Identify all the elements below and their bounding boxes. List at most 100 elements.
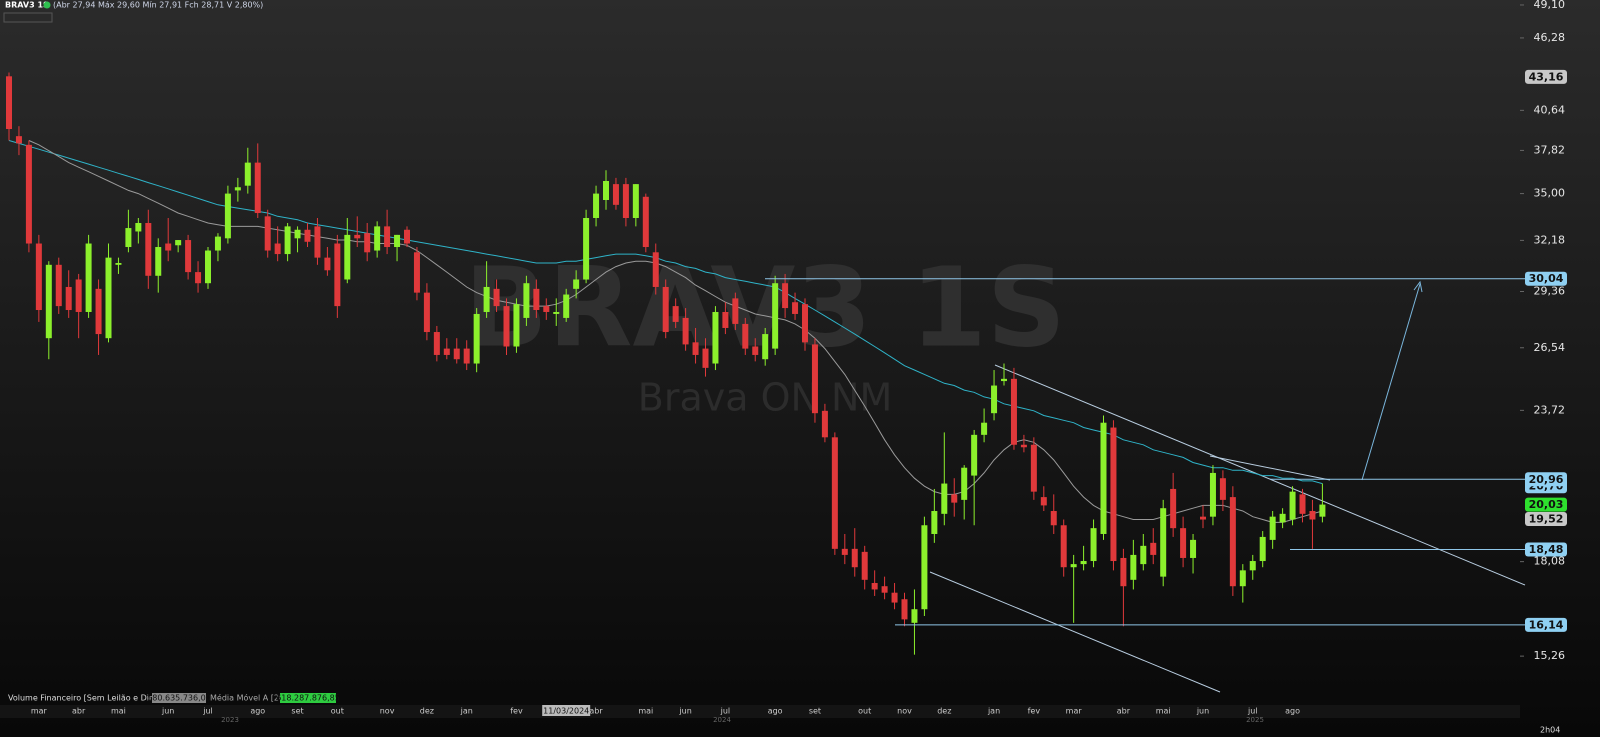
candle-body bbox=[1090, 528, 1097, 562]
price-tag bbox=[1525, 271, 1567, 286]
candle-body bbox=[125, 228, 132, 248]
price-tag bbox=[1525, 617, 1567, 632]
candle-body bbox=[234, 187, 241, 191]
symbol: BRAV3 1S bbox=[5, 1, 49, 10]
candle-body bbox=[1309, 511, 1316, 520]
candle-body bbox=[841, 548, 848, 555]
candle-body bbox=[75, 279, 82, 312]
candle-body bbox=[931, 511, 938, 534]
y-tick-label: 23,72 bbox=[1534, 403, 1566, 416]
candle-body bbox=[224, 193, 231, 239]
x-tick-label: ago bbox=[768, 707, 783, 716]
y-tick-label: 18,08 bbox=[1534, 555, 1566, 568]
candle-body bbox=[1060, 525, 1067, 568]
indicator-ma-box bbox=[280, 693, 336, 703]
trendline bbox=[1209, 455, 1331, 481]
candle-body bbox=[1299, 494, 1306, 514]
candle-body bbox=[831, 437, 838, 549]
candle-body bbox=[35, 243, 42, 311]
candle-body bbox=[503, 306, 510, 347]
candle-body bbox=[1010, 378, 1017, 445]
indicator-box bbox=[152, 693, 206, 703]
candle-body bbox=[453, 348, 460, 360]
x-tick-label: jul bbox=[1247, 707, 1258, 716]
candle-body bbox=[394, 234, 401, 248]
candle-body bbox=[1050, 511, 1057, 526]
candle-body bbox=[1170, 488, 1177, 529]
candle-body bbox=[871, 583, 878, 590]
candle-body bbox=[792, 302, 799, 314]
candle-body bbox=[951, 494, 958, 503]
y-tick-label: 29,36 bbox=[1534, 284, 1566, 297]
year-label: 2023 bbox=[221, 716, 239, 724]
candle-body bbox=[95, 288, 102, 335]
indicator-value: 580.635.736,00 bbox=[147, 694, 211, 703]
y-tick-label: 40,64 bbox=[1534, 103, 1566, 116]
candle-body bbox=[543, 306, 550, 312]
candle-body bbox=[692, 342, 699, 355]
crosshair-date-box bbox=[542, 705, 591, 716]
y-tick-label: 37,82 bbox=[1534, 143, 1566, 156]
candle-body bbox=[334, 243, 341, 307]
candle-body bbox=[185, 240, 192, 273]
x-tick-label: jul bbox=[720, 707, 731, 716]
candle-body bbox=[493, 288, 500, 307]
candle-body bbox=[364, 233, 371, 253]
candle-body bbox=[1239, 570, 1246, 587]
x-tick-label: out bbox=[858, 707, 871, 716]
price-tag-label: 18,48 bbox=[1529, 543, 1564, 556]
candle-body bbox=[473, 313, 480, 364]
watermark-name: Brava ON NM bbox=[638, 376, 892, 420]
candle-body bbox=[155, 247, 162, 276]
candle-body bbox=[961, 467, 968, 500]
price-tag bbox=[1525, 511, 1567, 526]
x-tick-label: jun bbox=[161, 707, 174, 716]
x-tick-label: mar bbox=[1066, 707, 1083, 716]
indicator-name: Volume Financeiro [Sem Leilão e Diretos] bbox=[8, 694, 172, 703]
x-tick-label: nov bbox=[380, 707, 395, 716]
candle-body bbox=[344, 234, 351, 280]
x-tick-label: jan bbox=[987, 707, 1000, 716]
x-tick-label: fev bbox=[1028, 707, 1041, 716]
moving-average bbox=[28, 140, 1323, 523]
candle-body bbox=[762, 334, 769, 360]
price-tag bbox=[1525, 472, 1567, 487]
candle-body bbox=[772, 283, 779, 349]
candle-body bbox=[513, 304, 520, 347]
candle-body bbox=[165, 243, 172, 251]
candle-body bbox=[404, 229, 410, 244]
candle-body bbox=[742, 323, 749, 349]
price-tag-label: 16,14 bbox=[1529, 618, 1564, 631]
candle-body bbox=[802, 304, 808, 343]
year-label: 2025 bbox=[1246, 716, 1264, 724]
clock: 2h04 bbox=[1540, 726, 1560, 735]
candle-body bbox=[45, 264, 52, 339]
candle-body bbox=[413, 252, 420, 293]
x-axis-strip bbox=[0, 705, 1520, 718]
candle-body bbox=[583, 217, 590, 280]
candle-body bbox=[1259, 536, 1266, 562]
price-tag-label: 30,04 bbox=[1529, 272, 1564, 285]
candle-body bbox=[603, 180, 609, 200]
candle-body bbox=[324, 257, 331, 271]
candle-body bbox=[205, 250, 211, 284]
candle-body bbox=[115, 263, 122, 265]
candle-body bbox=[533, 288, 540, 311]
x-tick-label: ago bbox=[250, 707, 265, 716]
candle-body bbox=[891, 592, 898, 603]
candle-body bbox=[652, 252, 659, 287]
candle-body bbox=[294, 229, 301, 239]
status-dot bbox=[43, 1, 51, 9]
candle-body bbox=[911, 609, 918, 623]
y-tick-label: 32,18 bbox=[1534, 233, 1566, 246]
x-tick-label: mar bbox=[31, 707, 48, 716]
toolbar[interactable] bbox=[3, 12, 53, 23]
y-tick-label: 46,28 bbox=[1534, 31, 1566, 44]
candle-body bbox=[354, 234, 361, 239]
candle-body bbox=[622, 184, 629, 218]
candle-body bbox=[642, 196, 649, 248]
x-tick-label: 11/03/2024 bbox=[543, 707, 589, 716]
candle-body bbox=[752, 346, 759, 355]
